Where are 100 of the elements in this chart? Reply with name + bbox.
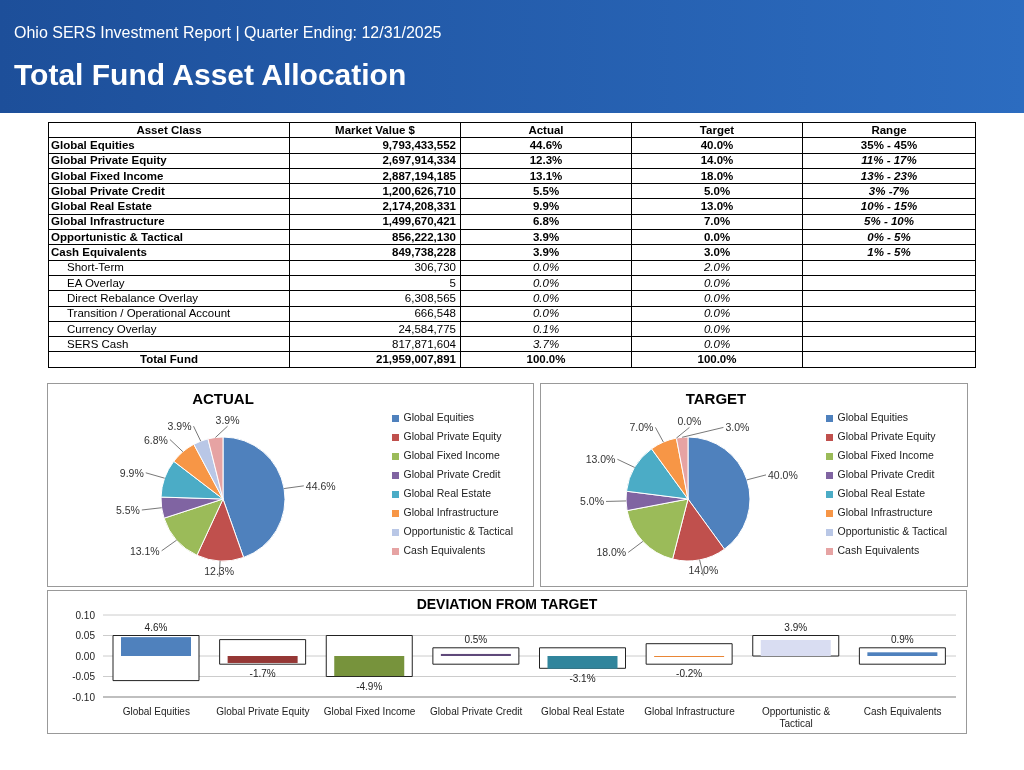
text: 0.0% — [532, 261, 560, 274]
text: 0.0% — [532, 276, 560, 289]
category-label: Direct Rebalance Overlay — [67, 291, 199, 304]
data-label: 18.0% — [596, 546, 627, 559]
text: 9.9% — [532, 200, 560, 213]
legend-label: Opportunistic & Tactical — [403, 525, 513, 537]
legend-label: Global Private Equity — [837, 430, 936, 442]
text: 3.7% — [532, 337, 560, 350]
text: 0.0% — [703, 230, 731, 243]
category-label: Asset Class — [48, 122, 290, 138]
data-label: 3.9% — [167, 420, 192, 433]
data-label: -0.2% — [676, 668, 703, 680]
legend-label: Opportunistic & Tactical — [837, 525, 947, 537]
text: 0.0% — [532, 291, 560, 304]
text: 3.9% — [532, 230, 560, 243]
text: 13.0% — [700, 200, 734, 213]
text: 0.0% — [703, 322, 731, 335]
legend-label: Global Equities — [403, 411, 475, 423]
legend-label: Global Private Credit — [403, 468, 501, 480]
text: 2.0% — [703, 261, 731, 274]
bar — [867, 652, 938, 656]
category-label: Global Equities — [51, 138, 135, 151]
text: 0.1% — [532, 322, 560, 335]
text: 0.0% — [703, 307, 731, 320]
x-tick-label: Global Equities — [122, 706, 190, 717]
data-label: 3.9% — [784, 621, 808, 633]
text: 1,499,670,421 — [382, 215, 456, 228]
text: 0% - 5% — [867, 230, 911, 243]
data-label: 5.0% — [580, 495, 605, 508]
text: 3.0% — [703, 246, 731, 259]
data-label: 40.0% — [767, 468, 798, 481]
text: 13% - 23% — [860, 169, 918, 182]
text: 2,697,914,334 — [382, 154, 456, 167]
y-tick-label: -0.05 — [72, 671, 96, 683]
text: 40.0% — [700, 138, 734, 151]
text: TARGET — [684, 390, 748, 407]
category-label: Currency Overlay — [67, 322, 157, 335]
text: 1,200,626,710 — [382, 184, 456, 197]
legend-label: Global Private Credit — [837, 468, 935, 480]
text: 3.9% — [532, 246, 560, 259]
text: Ohio SERS Investment Report | Quarter Ending: 12/31/2025 — [14, 24, 442, 42]
category-label: Transition / Operational Account — [67, 307, 231, 320]
bar — [227, 656, 298, 663]
text: 18.0% — [700, 169, 734, 182]
y-tick-label: -0.10 — [72, 691, 96, 703]
category-label: Global Fixed Income — [51, 169, 164, 182]
data-label: 44.6% — [305, 479, 336, 492]
data-label: 13.1% — [129, 544, 160, 557]
data-label: -1.7% — [249, 668, 276, 680]
category-label: Market Value $ — [289, 122, 461, 138]
data-label: 14.0% — [688, 563, 719, 576]
text: 5% - 10% — [864, 215, 914, 228]
bar — [547, 656, 618, 669]
text: 817,871,604 — [392, 337, 456, 350]
y-tick-label: 0.10 — [75, 609, 96, 621]
text: 24,584,775 — [398, 322, 456, 335]
text: 2,887,194,185 — [382, 169, 456, 182]
category-label: Range — [802, 122, 976, 138]
data-label: 3.0% — [725, 421, 750, 434]
category-label: Cash Equivalents — [51, 246, 147, 259]
legend-label: Cash Equivalents — [837, 544, 920, 556]
text: 100.0% — [526, 353, 566, 366]
text: 7.0% — [703, 215, 731, 228]
text: 11% - 17% — [861, 154, 917, 167]
data-label: 4.6% — [144, 621, 168, 633]
legend-label: Global Fixed Income — [403, 449, 500, 461]
text: 6,308,565 — [404, 291, 456, 304]
text: 0.0% — [703, 276, 731, 289]
text: 44.6% — [529, 138, 563, 151]
bar — [334, 656, 405, 677]
text: 14.0% — [700, 154, 734, 167]
text: 21,959,007,891 — [376, 353, 456, 366]
text: 2,174,208,331 — [382, 200, 456, 213]
text: 666,548 — [414, 307, 456, 320]
data-label: 13.0% — [585, 453, 616, 466]
bar — [645, 643, 733, 665]
legend-label: Global Real Estate — [403, 487, 492, 499]
x-tick-label: Global Infrastructure — [644, 706, 736, 717]
category-label: Global Private Equity — [51, 154, 167, 167]
text: 306,730 — [414, 261, 456, 274]
text: 1% - 5% — [867, 246, 911, 259]
text: 0.0% — [677, 415, 702, 428]
text: 849,738,228 — [392, 246, 456, 259]
legend-label: Global Infrastructure — [403, 506, 499, 518]
text: 9,793,433,552 — [382, 138, 456, 151]
x-tick-label: Global Private Equity — [216, 706, 310, 717]
category-label: Short-Term — [67, 261, 124, 274]
text: 35% - 45% — [860, 138, 918, 151]
bar — [121, 637, 191, 656]
category-label: Opportunistic & Tactical — [51, 230, 184, 243]
data-label: 7.0% — [629, 421, 654, 434]
data-label: 5.5% — [115, 503, 140, 516]
text: 0.0% — [532, 307, 560, 320]
data-label: 6.8% — [144, 433, 168, 446]
text: 6.8% — [532, 215, 560, 228]
text: 3% -7% — [868, 184, 910, 197]
x-tick-label: Global Private Credit — [430, 706, 523, 717]
data-label: 0.5% — [464, 633, 488, 645]
legend-label: Global Real Estate — [837, 487, 926, 499]
data-label: -4.9% — [356, 680, 383, 692]
